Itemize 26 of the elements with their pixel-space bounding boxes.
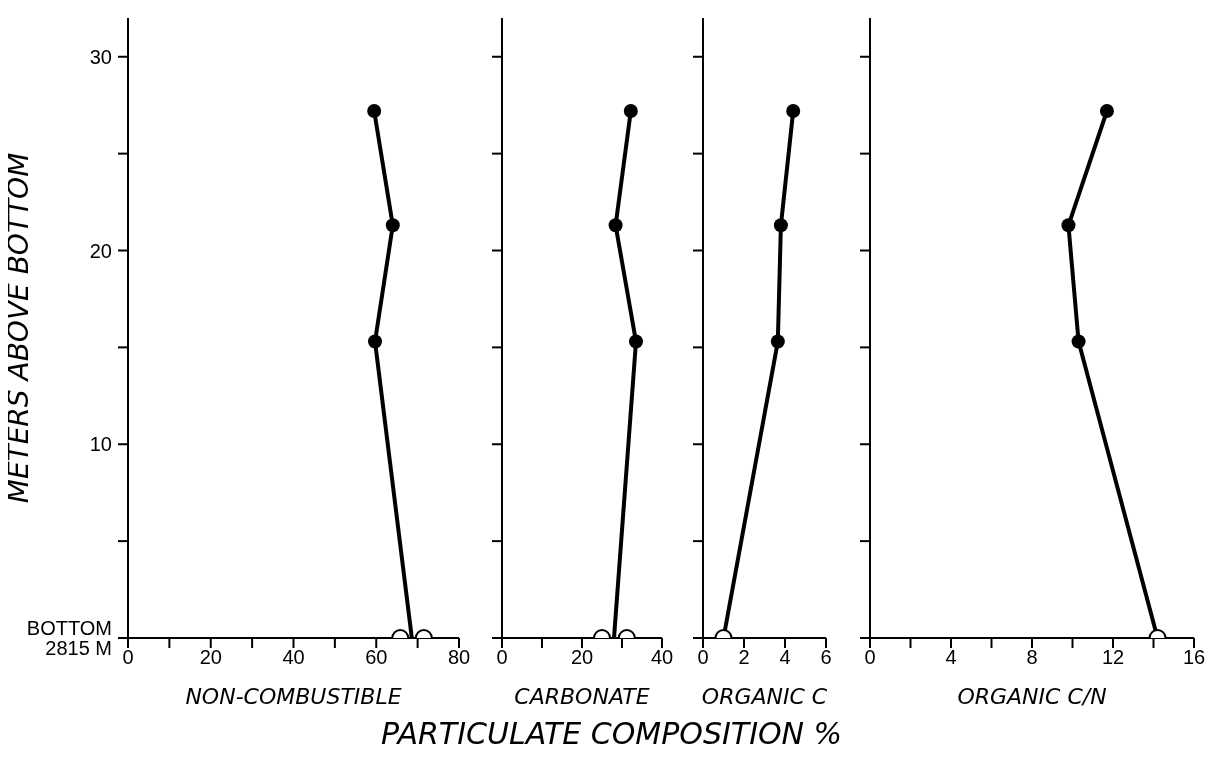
y-tick-label: 10: [89, 433, 112, 456]
x-tick-label: 8: [1026, 646, 1038, 669]
x-axis-title: NON-COMBUSTIBLE: [185, 684, 402, 709]
x-tick-label: 60: [365, 646, 388, 669]
x-tick-label: 12: [1101, 646, 1125, 669]
x-tick-label: 4: [779, 646, 791, 669]
x-tick-label: 40: [282, 646, 305, 669]
text: PARTICULATE COMPOSITION %: [380, 716, 843, 751]
x-tick-label: 0: [864, 646, 876, 669]
x-tick-label: 2: [738, 646, 750, 669]
x-tick-label: 0: [122, 646, 134, 669]
x-tick-label: 20: [199, 646, 222, 669]
x-tick-label: 4: [945, 646, 957, 669]
x-tick-label: 80: [447, 646, 471, 669]
x-tick-label: 16: [1182, 646, 1206, 669]
x-tick-label: 0: [496, 646, 508, 669]
x-axis-title: CARBONATE: [514, 684, 650, 709]
y-tick-label: 30: [89, 45, 112, 68]
x-tick-label: 40: [650, 646, 674, 669]
x-tick-label: 0: [697, 646, 709, 669]
x-axis-title: ORGANIC C/N: [957, 684, 1107, 709]
x-tick-label: 6: [820, 646, 832, 669]
y-tick-label: BOTTOM 2815 M: [26, 617, 112, 659]
x-axis-title: ORGANIC C: [701, 684, 828, 709]
x-tick-label: 20: [570, 646, 594, 669]
y-tick-label: 20: [89, 239, 112, 262]
